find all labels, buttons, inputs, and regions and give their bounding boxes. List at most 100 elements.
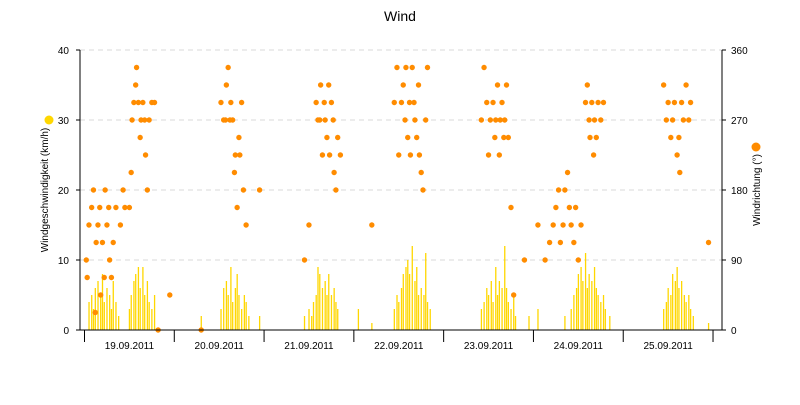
direction-point (228, 99, 234, 106)
speed-bar (597, 295, 599, 330)
direction-point (497, 117, 503, 123)
direction-point (499, 99, 505, 106)
x-tick-label: 21.09.2011 (284, 341, 334, 352)
direction-point (668, 134, 674, 141)
speed-bar (402, 274, 404, 330)
speed-bar (577, 274, 580, 330)
direction-point (557, 239, 564, 246)
direction-point (582, 99, 589, 106)
direction-point (132, 82, 139, 88)
speed-bar (604, 309, 606, 330)
x-tick-label: 24.09.2011 (554, 341, 604, 352)
speed-bar (317, 267, 319, 330)
speed-bar (232, 302, 234, 330)
speed-bar (513, 295, 515, 330)
speed-bar (315, 295, 317, 330)
speed-bar (135, 274, 137, 330)
speed-bar (321, 288, 324, 330)
direction-point (481, 64, 487, 71)
direction-point (502, 117, 508, 123)
direction-point (317, 82, 324, 88)
speed-bar (142, 267, 144, 330)
direction-point (108, 274, 115, 281)
direction-point (88, 204, 95, 211)
direction-point (677, 169, 683, 176)
direction-point (660, 82, 667, 88)
direction-point (553, 204, 559, 211)
direction-point (396, 152, 402, 158)
direction-point (402, 117, 408, 123)
direction-point (225, 64, 231, 71)
speed-bar (137, 267, 140, 330)
speed-bar (258, 316, 261, 330)
speed-bar (118, 316, 120, 330)
direction-point (572, 204, 579, 211)
gridlines (80, 49, 722, 261)
speed-bar (153, 295, 156, 330)
speed-bar (490, 281, 492, 330)
direction-point (422, 117, 429, 123)
direction-point (90, 187, 97, 193)
speed-bar (501, 288, 503, 330)
direction-point (571, 239, 577, 246)
speed-bar (101, 274, 104, 330)
direction-point (705, 239, 712, 246)
direction-point (575, 257, 582, 263)
speed-bar (326, 295, 328, 330)
speed-bars (88, 246, 710, 330)
direction-point (586, 117, 592, 123)
speed-bar (398, 302, 400, 330)
direction-point (131, 99, 137, 106)
speed-bar (591, 281, 593, 330)
direction-point (598, 117, 604, 123)
speed-bar (333, 288, 335, 330)
direction-legend-marker (751, 142, 761, 152)
speed-bar (241, 309, 243, 330)
direction-point (146, 117, 152, 123)
direction-point (406, 99, 413, 106)
direction-point (243, 222, 249, 228)
x-tick-label: 22.09.2011 (374, 341, 424, 352)
speed-bar (109, 295, 111, 330)
speed-bar (707, 323, 710, 330)
speed-bar (396, 295, 398, 330)
direction-point (92, 309, 98, 316)
x-tick-label: 23.09.2011 (464, 341, 514, 352)
speed-bar (423, 295, 425, 330)
speed-bar (425, 253, 427, 330)
direction-point (120, 187, 126, 193)
direction-point (493, 117, 499, 123)
direction-point (101, 274, 107, 281)
direction-point (97, 204, 103, 211)
y-tick-left-label: 0 (63, 326, 69, 337)
speed-bar (371, 323, 373, 330)
speed-bar (575, 288, 578, 330)
speed-bar (588, 274, 590, 330)
speed-bar (678, 288, 680, 330)
speed-bar (672, 274, 674, 330)
speed-bar (303, 316, 306, 330)
direction-point (490, 99, 496, 106)
speed-bar (480, 309, 483, 330)
direction-point (218, 99, 224, 106)
direction-point (678, 99, 685, 106)
direction-point (508, 204, 514, 211)
speed-bar (584, 253, 587, 330)
direction-point (683, 82, 689, 88)
speed-bar (609, 316, 611, 330)
speed-bar (245, 302, 247, 330)
speed-bar (429, 309, 431, 330)
direction-point (333, 187, 339, 193)
y-tick-left-label: 10 (58, 256, 70, 267)
y-tick-left-label: 20 (58, 186, 70, 197)
speed-bar (230, 267, 232, 330)
speed-bar (100, 295, 102, 330)
direction-point (686, 117, 692, 123)
direction-point (133, 64, 140, 71)
direction-point (485, 152, 492, 158)
direction-point (407, 152, 414, 158)
direction-point (141, 117, 148, 123)
speed-bar (146, 281, 149, 330)
direction-point (595, 99, 601, 106)
